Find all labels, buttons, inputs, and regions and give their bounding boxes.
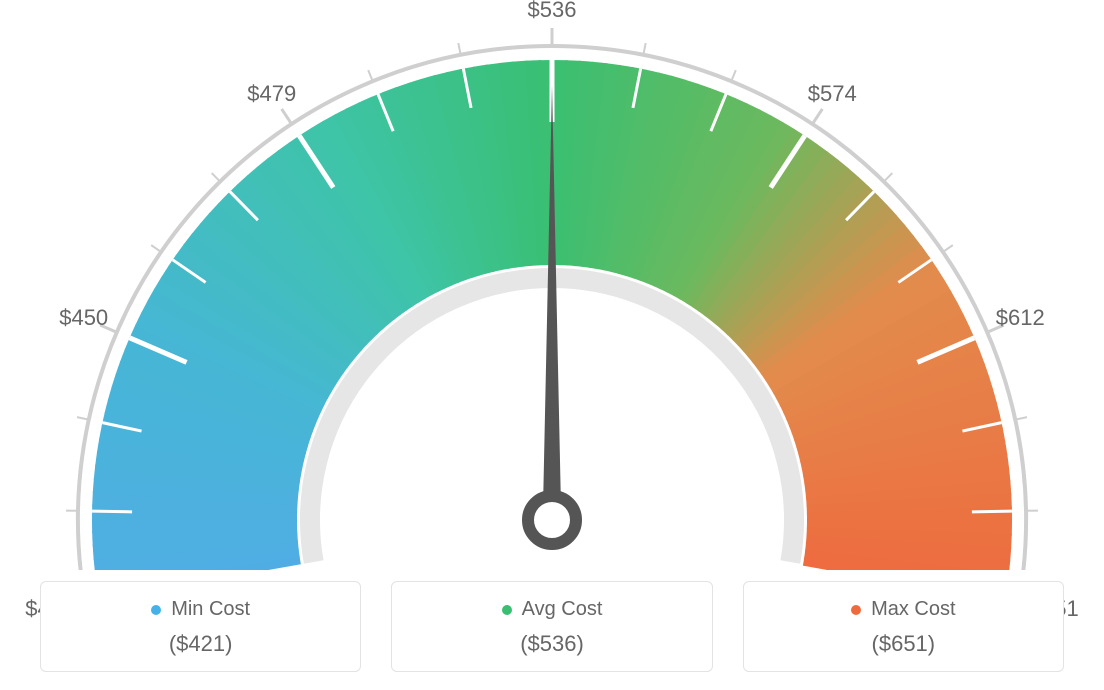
legend-card-min: Min Cost ($421) — [40, 581, 361, 672]
gauge-tick-label: $574 — [808, 81, 857, 107]
legend-title-min: Min Cost — [151, 598, 250, 621]
dot-icon — [502, 605, 512, 615]
gauge-tick-label: $536 — [528, 0, 577, 23]
legend-title-avg: Avg Cost — [502, 598, 603, 621]
legend-title-text: Avg Cost — [522, 598, 603, 621]
legend-title-max: Max Cost — [851, 598, 955, 621]
legend-value-min: ($421) — [51, 631, 350, 657]
gauge-tick-label: $479 — [247, 81, 296, 107]
legend-card-avg: Avg Cost ($536) — [391, 581, 712, 672]
legend-title-text: Min Cost — [171, 598, 250, 621]
gauge-tick-label: $450 — [59, 305, 108, 331]
legend-row: Min Cost ($421) Avg Cost ($536) Max Cost… — [40, 581, 1064, 672]
legend-value-avg: ($536) — [402, 631, 701, 657]
dot-icon — [151, 605, 161, 615]
legend-value-max: ($651) — [754, 631, 1053, 657]
cost-gauge-chart: $421$450$479$536$574$612$651 Min Cost ($… — [0, 0, 1104, 690]
gauge-svg — [0, 0, 1104, 570]
legend-title-text: Max Cost — [871, 598, 955, 621]
legend-card-max: Max Cost ($651) — [743, 581, 1064, 672]
gauge-area: $421$450$479$536$574$612$651 — [0, 0, 1104, 570]
gauge-tick-label: $612 — [996, 305, 1045, 331]
dot-icon — [851, 605, 861, 615]
